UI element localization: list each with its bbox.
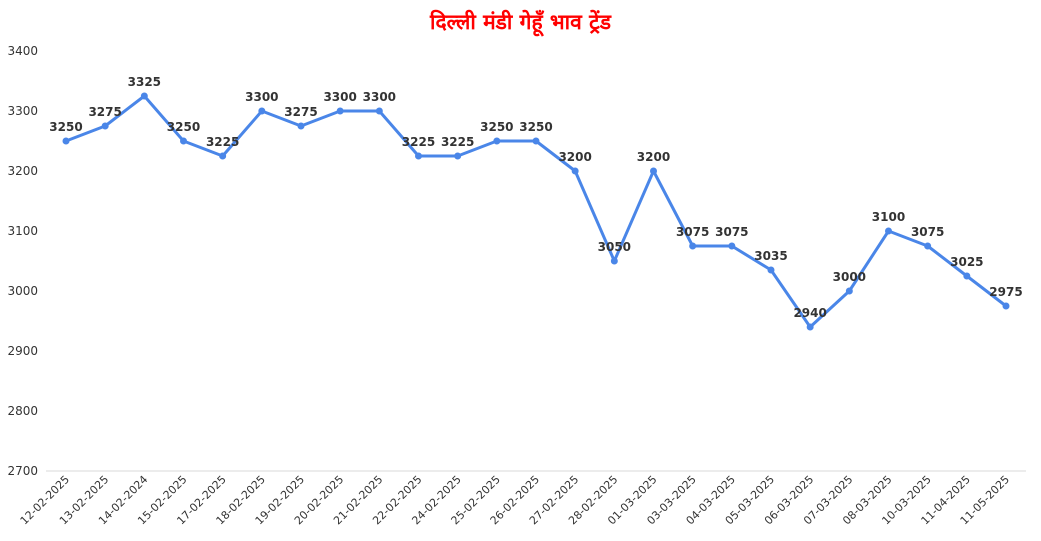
data-label: 3000 (833, 270, 866, 284)
data-label: 3100 (872, 210, 905, 224)
data-label: 3250 (167, 120, 200, 134)
data-label: 3300 (323, 90, 356, 104)
data-label: 3200 (558, 150, 591, 164)
data-label: 2940 (793, 306, 826, 320)
data-point (336, 107, 344, 115)
data-label: 3035 (754, 249, 787, 263)
data-point (610, 257, 618, 265)
data-point (728, 242, 736, 250)
data-point (258, 107, 266, 115)
data-point (180, 137, 187, 145)
data-point (140, 92, 148, 100)
y-tick-label: 2900 (7, 344, 38, 358)
y-tick-label: 2800 (7, 404, 38, 418)
data-point (885, 227, 892, 235)
data-point (845, 287, 853, 295)
data-point (101, 122, 109, 130)
y-tick-label: 2700 (7, 464, 38, 478)
data-label: 3075 (676, 225, 709, 239)
data-point (650, 167, 657, 175)
y-tick-label: 3400 (7, 44, 38, 58)
data-point (415, 152, 422, 160)
data-label: 3050 (598, 240, 631, 254)
data-point (532, 137, 540, 145)
data-label: 2975 (989, 285, 1022, 299)
data-labels: 3250 3275 3325 3250 3225 3300 3275 3300 3300 3225… (49, 75, 1022, 320)
data-label: 3275 (88, 105, 121, 119)
chart-title: दिल्ली मंडी गेहूँ भाव ट्रेंड (430, 10, 611, 34)
data-point (297, 122, 305, 130)
data-label: 3225 (441, 135, 474, 149)
data-label: 3250 (519, 120, 552, 134)
data-point (62, 137, 70, 145)
y-tick-label: 3300 (7, 104, 38, 118)
data-point (767, 266, 775, 274)
x-axis-ticks: 12-02-202513-02-202514-02-202415-02-2025… (18, 473, 1012, 527)
data-label: 3275 (284, 105, 317, 119)
data-point (1002, 302, 1010, 310)
data-label: 3225 (402, 135, 435, 149)
y-tick-label: 3000 (7, 284, 38, 298)
data-label: 3300 (363, 90, 396, 104)
data-label: 3250 (480, 120, 513, 134)
data-label: 3075 (911, 225, 944, 239)
data-point (924, 242, 932, 250)
data-point (806, 323, 814, 331)
y-tick-label: 3100 (7, 224, 38, 238)
data-point (493, 137, 501, 145)
data-point (375, 107, 383, 115)
data-point (454, 152, 462, 160)
data-label: 3225 (206, 135, 239, 149)
data-point (571, 167, 579, 175)
data-point (219, 152, 227, 160)
data-points (62, 92, 1010, 331)
data-label: 3025 (950, 255, 983, 269)
y-axis-ticks: 2700 2800 2900 3000 3100 3200 3300 3400 (7, 44, 38, 478)
data-label: 3200 (637, 150, 670, 164)
data-label: 3325 (128, 75, 161, 89)
data-point (689, 242, 697, 250)
data-point (963, 272, 971, 280)
y-tick-label: 3200 (7, 164, 38, 178)
data-label: 3250 (49, 120, 82, 134)
data-label: 3075 (715, 225, 748, 239)
data-label: 3300 (245, 90, 278, 104)
